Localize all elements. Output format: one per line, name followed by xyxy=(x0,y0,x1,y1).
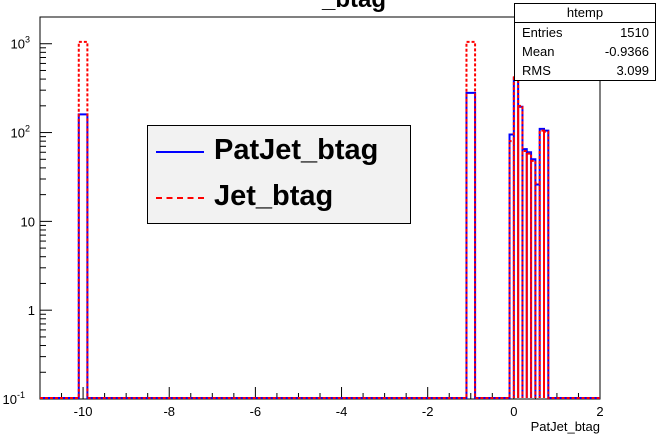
x-tick-label: 2 xyxy=(596,404,603,419)
chart-title: _btag xyxy=(322,0,386,14)
legend-entry-jet: Jet_btag xyxy=(148,178,410,218)
y-tick-label: 1 xyxy=(28,303,35,318)
y-tick-label: 103 xyxy=(11,35,30,52)
legend-label: Jet_btag xyxy=(214,180,334,212)
stats-label: Entries xyxy=(522,25,563,40)
stats-label: Mean xyxy=(522,44,555,59)
stats-box: htemp Entries 1510 Mean -0.9366 RMS 3.09… xyxy=(514,3,656,81)
stats-row-mean: Mean -0.9366 xyxy=(515,42,655,61)
stats-title: htemp xyxy=(515,4,655,23)
stats-row-entries: Entries 1510 xyxy=(515,23,655,42)
y-tick-label: 10-1 xyxy=(3,390,25,407)
series-jet-btag xyxy=(40,40,600,399)
stats-row-rms: RMS 3.099 xyxy=(515,61,655,80)
x-tick-label: -8 xyxy=(163,404,175,419)
stats-value: 1510 xyxy=(620,25,649,40)
x-tick-label: -4 xyxy=(336,404,348,419)
x-axis-label: PatJet_btag xyxy=(530,419,600,434)
stats-label: RMS xyxy=(522,63,551,78)
legend-entry-patjet: PatJet_btag xyxy=(148,132,410,172)
legend-label: PatJet_btag xyxy=(214,134,379,166)
series-layer xyxy=(40,40,600,399)
stats-value: -0.9366 xyxy=(604,44,649,59)
x-tick-label: -2 xyxy=(422,404,434,419)
x-tick-label: -10 xyxy=(74,404,93,419)
legend-swatch-dashed xyxy=(156,197,204,199)
x-tick-label: 0 xyxy=(510,404,517,419)
legend: PatJet_btag Jet_btag xyxy=(147,125,411,224)
y-tick-label: 10 xyxy=(21,214,35,229)
x-tick-label: -6 xyxy=(250,404,262,419)
stats-value: 3.099 xyxy=(616,63,649,78)
legend-swatch-solid xyxy=(156,151,204,153)
y-tick-label: 102 xyxy=(11,124,30,141)
